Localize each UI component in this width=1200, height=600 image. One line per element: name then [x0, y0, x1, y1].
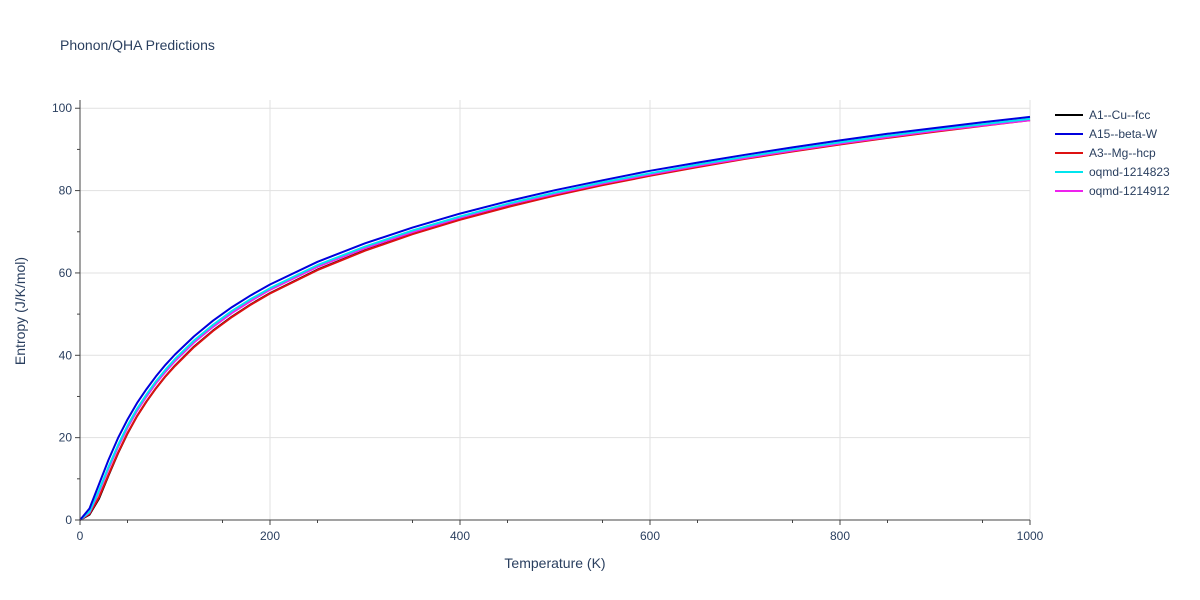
y-axis-ticks: 0 20 40 60 80 100	[52, 100, 81, 527]
y-tick-label: 60	[59, 266, 73, 280]
legend-label: oqmd-1214912	[1089, 184, 1170, 198]
x-tick-label: 1000	[1017, 529, 1044, 543]
x-tick-label: 800	[830, 529, 850, 543]
y-tick-label: 20	[59, 431, 73, 445]
grid	[80, 100, 1031, 520]
x-axis-title: Temperature (K)	[504, 555, 605, 571]
series-line-oqmd-1214823[interactable]	[79, 117, 1031, 521]
x-tick-label: 400	[450, 529, 470, 543]
legend-label: A1--Cu--fcc	[1089, 108, 1150, 122]
series-line-A15--beta-W[interactable]	[79, 115, 1031, 521]
x-tick-label: 0	[77, 529, 84, 543]
legend-item[interactable]: A1--Cu--fcc	[1055, 108, 1150, 122]
y-tick-label: 100	[52, 101, 72, 115]
legend-label: oqmd-1214823	[1089, 165, 1170, 179]
y-tick-label: 40	[59, 348, 73, 362]
x-tick-label: 200	[260, 529, 280, 543]
legend-item[interactable]: A3--Mg--hcp	[1055, 146, 1156, 160]
series-line-oqmd-1214912[interactable]	[79, 119, 1031, 521]
legend-label: A3--Mg--hcp	[1089, 146, 1156, 160]
x-tick-label: 600	[640, 529, 660, 543]
plot-area[interactable]	[79, 115, 1031, 521]
y-axis-title: Entropy (J/K/mol)	[12, 257, 28, 365]
legend[interactable]: A1--Cu--fcc A15--beta-W A3--Mg--hcp oqmd-12…	[1055, 108, 1170, 198]
chart-title: Phonon/QHA Predictions	[60, 37, 215, 53]
x-axis-ticks: 0 200 400 600 800 1000	[77, 519, 1044, 543]
legend-item[interactable]: A15--beta-W	[1055, 127, 1158, 141]
legend-item[interactable]: oqmd-1214823	[1055, 165, 1170, 179]
y-tick-label: 80	[59, 184, 73, 198]
y-tick-label: 0	[65, 513, 72, 527]
legend-item[interactable]: oqmd-1214912	[1055, 184, 1170, 198]
legend-label: A15--beta-W	[1089, 127, 1158, 141]
